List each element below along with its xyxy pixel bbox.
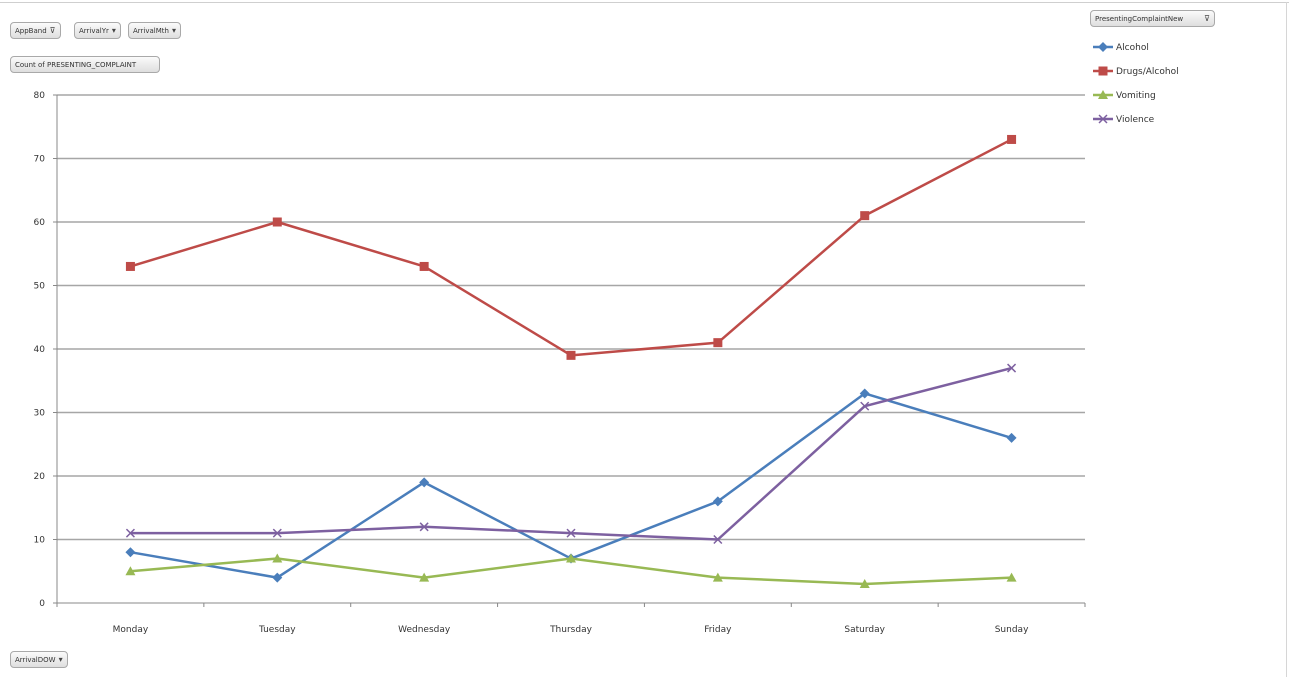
legend-marker	[1098, 42, 1108, 52]
y-tick-label: 30	[34, 409, 46, 419]
point-drugs-alcohol	[860, 211, 870, 221]
point-vomiting	[272, 553, 283, 563]
point-vomiting	[566, 553, 576, 563]
point-vomiting	[125, 566, 136, 576]
point-violence	[1007, 363, 1017, 373]
point-drugs-alcohol	[125, 261, 135, 271]
y-tick-label: 70	[34, 155, 46, 165]
point-violence	[419, 522, 429, 532]
y-tick-label: 40	[34, 345, 46, 355]
filter-icon: ⊽	[1204, 14, 1210, 23]
x-tick-label: Monday	[113, 625, 149, 635]
point-alcohol	[1006, 432, 1017, 443]
point-alcohol	[419, 477, 430, 488]
y-tick-label: 10	[34, 536, 46, 546]
value-field-button[interactable]: Count of PRESENTING_COMPLAINT	[10, 56, 160, 73]
marker-stroke	[1098, 114, 1108, 124]
legend-marker	[1098, 114, 1108, 124]
marker-stroke	[566, 528, 576, 538]
series-line-alcohol	[130, 392, 1012, 579]
axis-field-button[interactable]: ArrivalDOW ▾	[10, 651, 68, 668]
legend-item-drugs-alcohol: Drugs/Alcohol	[1093, 66, 1179, 77]
legend-marker	[1098, 66, 1108, 76]
x-tick-label: Saturday	[844, 625, 885, 635]
filter-button-label: ArrivalYr	[79, 26, 109, 35]
point-drugs-alcohol	[1007, 134, 1017, 144]
y-tick-label: 60	[34, 218, 46, 228]
x-tick-label: Wednesday	[398, 625, 451, 635]
legend-label: Vomiting	[1116, 91, 1156, 101]
marker-stroke	[713, 534, 723, 545]
marker-stroke	[860, 401, 870, 411]
series-line-violence	[130, 366, 1012, 541]
legend-label: Violence	[1116, 115, 1155, 125]
marker-stroke	[1007, 363, 1017, 373]
dropdown-icon: ▾	[111, 26, 116, 35]
legend-label: Alcohol	[1116, 43, 1149, 53]
axes: 0 10 20 30 40 50 60 70 80 Monday Tuesday Wednesday T…	[34, 91, 1086, 635]
point-drugs-alcohol	[713, 338, 723, 348]
point-alcohol	[712, 496, 723, 507]
filter-button-arrivalmth[interactable]: ArrivalMth ▾	[128, 22, 181, 39]
point-drugs-alcohol	[272, 217, 282, 227]
axis-field-label: ArrivalDOW	[15, 655, 56, 664]
legend-label: Drugs/Alcohol	[1116, 67, 1179, 77]
x-tick-label: Tuesday	[258, 625, 296, 635]
point-alcohol	[125, 547, 136, 558]
legend-item-alcohol: Alcohol	[1093, 42, 1149, 53]
x-tick-label: Sunday	[995, 625, 1029, 635]
point-violence	[125, 528, 135, 538]
x-tick-label: Friday	[704, 625, 732, 635]
point-violence	[860, 401, 870, 411]
legend-marker	[1098, 90, 1108, 99]
filter-button-label: ArrivalMth	[133, 26, 169, 35]
marker-stroke	[272, 528, 282, 538]
marker-stroke	[419, 522, 429, 532]
point-violence	[566, 528, 576, 538]
point-vomiting	[712, 572, 723, 582]
legend-item-violence: Violence	[1093, 114, 1155, 125]
point-violence	[713, 534, 723, 545]
filter-button-arrivalyr[interactable]: ArrivalYr ▾	[74, 22, 121, 39]
point-violence	[272, 528, 282, 538]
filter-button-appband[interactable]: AppBand ⊽	[10, 22, 61, 39]
filter-button-label: AppBand	[15, 26, 47, 35]
point-vomiting	[419, 572, 430, 582]
point-drugs-alcohol	[419, 261, 429, 271]
legend-item-vomiting: Vomiting	[1093, 90, 1156, 101]
top-border	[0, 2, 1289, 3]
point-vomiting	[1006, 572, 1017, 582]
filter-icon: ⊽	[49, 26, 56, 35]
x-tick-label: Thursday	[549, 625, 593, 635]
point-alcohol	[859, 388, 870, 399]
gridlines	[57, 94, 1085, 541]
legend: Alcohol Drugs/Alcohol Vomiting Violence	[1093, 42, 1179, 125]
point-drugs-alcohol	[566, 350, 576, 360]
series-lines	[125, 134, 1017, 588]
y-tick-label: 80	[34, 91, 46, 101]
dropdown-icon: ▾	[58, 655, 63, 664]
point-alcohol	[272, 572, 283, 583]
right-border	[1286, 2, 1287, 677]
legend-field-button[interactable]: PresentingComplaintNew ⊽	[1090, 10, 1215, 27]
y-tick-label: 20	[34, 472, 46, 482]
y-tick-label: 50	[34, 282, 46, 292]
value-field-label: Count of PRESENTING_COMPLAINT	[15, 60, 137, 69]
y-tick-label: 0	[39, 599, 45, 609]
legend-field-label: PresentingComplaintNew	[1095, 14, 1184, 23]
dropdown-icon: ▾	[171, 26, 176, 35]
series-line-drugs-alcohol	[130, 138, 1013, 357]
point-vomiting	[859, 578, 870, 588]
marker-stroke	[125, 528, 135, 538]
